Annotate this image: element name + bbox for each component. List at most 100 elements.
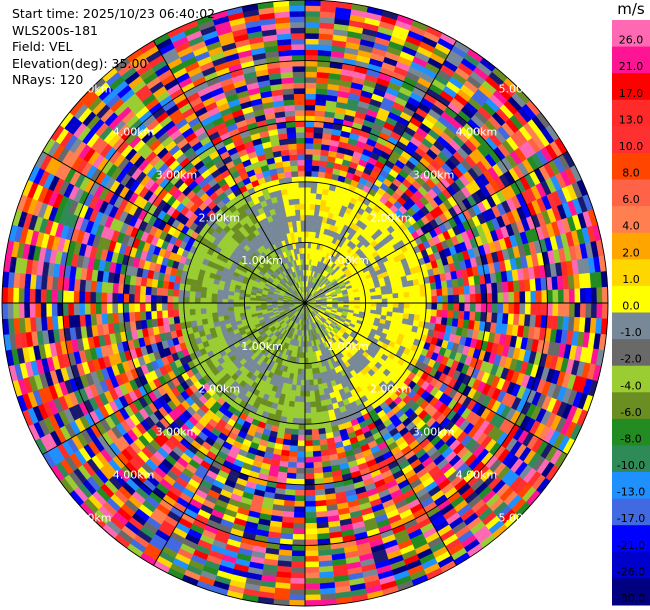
velocity-gate	[304, 506, 317, 513]
velocity-gate	[295, 385, 301, 392]
velocity-gate	[387, 302, 394, 308]
velocity-gate	[474, 284, 482, 295]
velocity-gate	[507, 313, 515, 326]
velocity-gate	[315, 93, 328, 101]
velocity-gate	[45, 302, 53, 317]
velocity-gate	[297, 440, 306, 447]
velocity-gate	[502, 292, 509, 304]
velocity-gate	[475, 302, 482, 313]
velocity-gate	[84, 302, 91, 315]
velocity-gate	[469, 284, 476, 295]
velocity-gate	[291, 555, 306, 563]
velocity-gate	[293, 522, 306, 530]
velocity-gate	[293, 506, 306, 513]
velocity-gate	[304, 82, 317, 89]
velocity-gate	[314, 110, 326, 117]
velocity-gate	[524, 302, 532, 315]
velocity-gate	[123, 302, 130, 313]
velocity-gate	[195, 313, 202, 321]
velocity-gate	[304, 484, 315, 491]
velocity-gate	[310, 401, 317, 408]
velocity-gate	[429, 316, 437, 324]
velocity-gate	[310, 181, 318, 189]
velocity-gate	[287, 461, 297, 469]
velocity-gate	[310, 198, 317, 205]
velocity-gate	[304, 511, 317, 519]
velocity-gate	[255, 305, 262, 309]
velocity-gate	[292, 528, 306, 535]
velocity-gate	[304, 16, 321, 23]
velocity-gate	[295, 473, 306, 480]
velocity-gate	[304, 599, 322, 607]
velocity-gate	[156, 310, 163, 319]
velocity-gate	[294, 489, 306, 496]
velocity-gate	[304, 231, 309, 238]
velocity-gate	[304, 93, 317, 100]
velocity-gate	[297, 434, 306, 441]
velocity-gate	[233, 299, 240, 304]
velocity-gate	[436, 295, 443, 304]
velocity-gate	[304, 76, 317, 84]
velocity-gate	[1, 302, 9, 320]
velocity-gate	[304, 220, 310, 227]
velocity-gate	[452, 310, 460, 320]
velocity-gate	[436, 309, 443, 318]
velocity-gate	[304, 137, 314, 144]
velocity-gate	[486, 293, 493, 304]
velocity-gate	[293, 511, 306, 519]
velocity-gate	[304, 473, 315, 480]
velocity-gate	[453, 294, 460, 304]
velocity-gate	[513, 291, 521, 304]
velocity-gate	[156, 302, 163, 311]
velocity-gate	[288, 456, 298, 463]
velocity-gate	[84, 291, 91, 304]
velocity-gate	[189, 314, 197, 322]
velocity-gate	[403, 308, 410, 315]
velocity-gate	[519, 302, 526, 315]
velocity-gate	[579, 302, 587, 318]
velocity-gate	[475, 293, 482, 304]
velocity-gate	[311, 165, 320, 172]
velocity-gate	[408, 313, 415, 321]
velocity-gate	[402, 286, 410, 293]
velocity-gate	[297, 429, 306, 436]
velocity-gate	[425, 296, 432, 304]
velocity-gate	[304, 374, 310, 381]
velocity-gate	[211, 307, 218, 313]
velocity-gate	[596, 287, 603, 304]
velocity-gate	[200, 302, 207, 309]
velocity-gate	[12, 302, 20, 319]
velocity-gate	[300, 379, 306, 386]
velocity-gate	[376, 302, 383, 308]
velocity-gate	[282, 505, 295, 513]
velocity-gate	[397, 292, 405, 299]
velocity-gate	[315, 88, 328, 95]
velocity-gate	[304, 187, 312, 194]
velocity-gate	[299, 390, 306, 397]
velocity-gate	[419, 308, 427, 316]
velocity-gate	[414, 302, 421, 310]
velocity-gate	[304, 38, 319, 45]
velocity-gate	[304, 225, 310, 232]
velocity-gate	[7, 302, 14, 319]
velocity-gate	[286, 472, 297, 480]
velocity-gate	[304, 566, 320, 574]
velocity-gate	[304, 500, 316, 507]
velocity-gate	[194, 302, 201, 309]
velocity-gate	[497, 292, 504, 304]
velocity-gate	[289, 588, 306, 596]
velocity-gate	[315, 99, 327, 106]
velocity-gate	[480, 302, 487, 313]
velocity-gate	[541, 290, 548, 304]
velocity-gate	[128, 293, 135, 304]
velocity-gate	[381, 298, 388, 304]
velocity-gate	[304, 451, 314, 458]
velocity-gate	[139, 311, 147, 321]
velocity-gate	[304, 429, 313, 436]
velocity-gate	[414, 296, 421, 304]
velocity-gate	[289, 439, 298, 447]
velocity-gate	[205, 302, 212, 309]
velocity-gate	[313, 467, 324, 474]
velocity-gate	[469, 302, 476, 313]
velocity-gate	[233, 306, 240, 311]
